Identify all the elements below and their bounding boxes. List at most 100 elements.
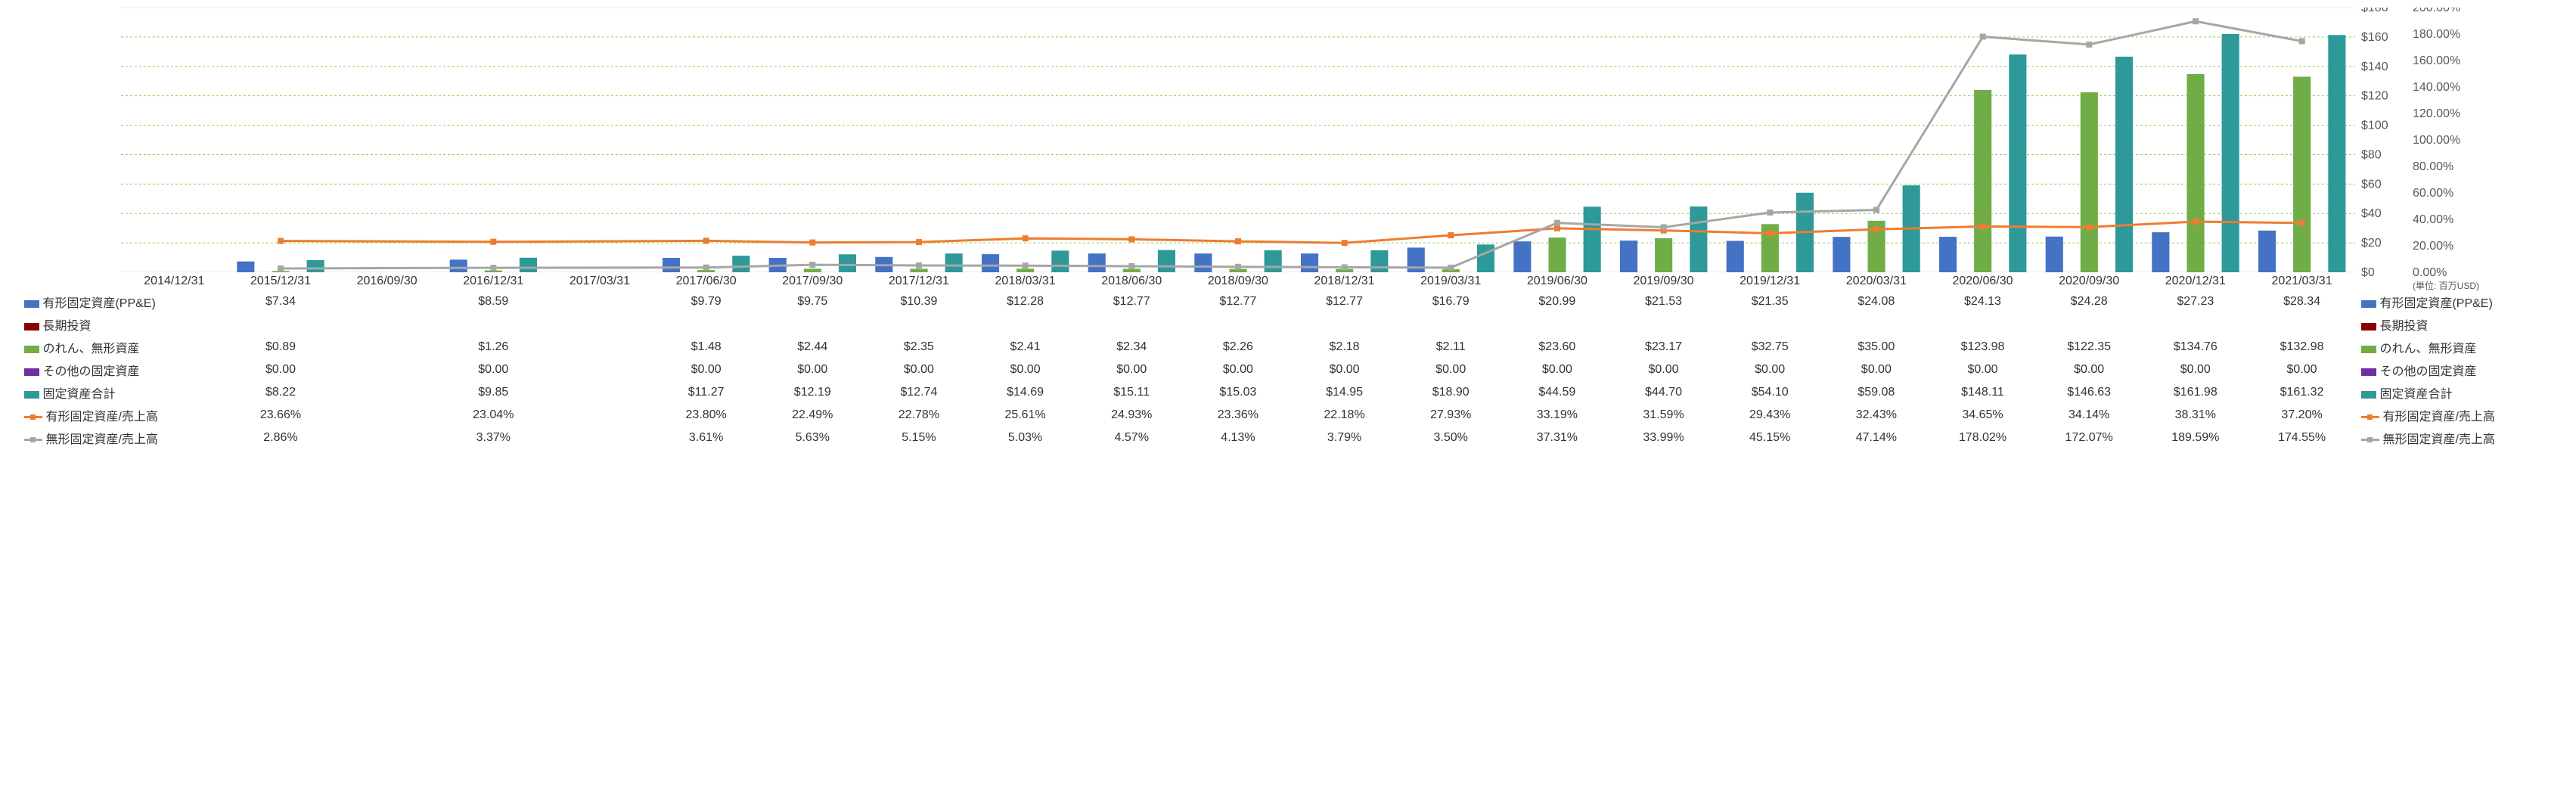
bar-ppe <box>2152 232 2169 272</box>
data-cell <box>121 381 228 404</box>
bar-ppe <box>2258 231 2276 272</box>
table-row-other: その他の固定資産$0.00$0.00$0.00$0.00$0.00$0.00$0… <box>0 358 2576 381</box>
data-cell: $11.27 <box>653 381 759 404</box>
bar-goodwill <box>2081 92 2098 272</box>
data-cell <box>334 336 440 358</box>
data-cell: $7.34 <box>228 290 334 313</box>
bar-ppe <box>450 259 467 272</box>
data-cell: $12.77 <box>1079 290 1185 313</box>
bar-total <box>2222 34 2239 272</box>
data-cell: 22.78% <box>866 404 973 427</box>
period-header: 2014/12/31 <box>121 272 228 290</box>
data-cell <box>1079 313 1185 336</box>
data-cell: 27.93% <box>1398 404 1504 427</box>
data-cell <box>334 290 440 313</box>
row-label: のれん、無形資産 <box>0 336 121 358</box>
data-cell: $24.28 <box>2036 290 2143 313</box>
data-cell <box>653 313 759 336</box>
y2-tick-label: 80.00% <box>2413 160 2453 173</box>
data-cell: $44.59 <box>1504 381 1611 404</box>
marker-ratio1 <box>1555 225 1560 231</box>
bar-ppe <box>1727 241 1744 273</box>
bar-total <box>520 258 537 272</box>
data-cell: 189.59% <box>2142 427 2249 449</box>
data-cell: 45.15% <box>1717 427 1823 449</box>
data-cell <box>1717 313 1823 336</box>
data-cell: $122.35 <box>2036 336 2143 358</box>
marker-ratio1 <box>1768 231 1773 236</box>
data-cell: 32.43% <box>1823 404 1930 427</box>
bar-total <box>732 256 750 272</box>
data-cell: $0.00 <box>1398 358 1504 381</box>
table-row-longterm: 長期投資 長期投資 <box>0 313 2576 336</box>
data-cell <box>1504 313 1611 336</box>
line-ratio2 <box>281 21 2302 268</box>
data-cell: $24.13 <box>1929 290 2036 313</box>
series-label: その他の固定資産 <box>42 365 139 378</box>
marker-ratio1 <box>1980 224 1985 229</box>
y2-tick-label: 140.00% <box>2413 81 2460 94</box>
legend-cell: 有形固定資産/売上高 <box>2355 404 2576 427</box>
data-cell: 23.36% <box>1185 404 1292 427</box>
bar-total <box>839 254 856 272</box>
data-cell <box>547 313 653 336</box>
data-cell: $28.34 <box>2249 290 2355 313</box>
data-cell: $2.18 <box>1291 336 1398 358</box>
y2-tick-label: 160.00% <box>2413 54 2460 67</box>
data-cell: $10.39 <box>866 290 973 313</box>
data-cell: $12.77 <box>1291 290 1398 313</box>
data-cell: $0.00 <box>1610 358 1717 381</box>
row-label: 固定資産合計 <box>0 381 121 404</box>
period-header: 2015/12/31 <box>228 272 334 290</box>
bar-ppe <box>1620 241 1637 272</box>
y2-tick-label: 40.00% <box>2413 213 2453 226</box>
data-cell <box>334 313 440 336</box>
period-header: 2019/03/31 <box>1398 272 1504 290</box>
period-header: 2018/12/31 <box>1291 272 1398 290</box>
table-row-ratio1: 有形固定資産/売上高23.66%23.04%23.80%22.49%22.78%… <box>0 404 2576 427</box>
bar-ppe <box>2046 237 2063 272</box>
period-header: 2017/09/30 <box>759 272 866 290</box>
data-cell <box>334 381 440 404</box>
y2-tick-label: 200.00% <box>2413 8 2460 14</box>
period-header: 2020/12/31 <box>2142 272 2249 290</box>
y1-tick-label: $120 <box>2361 90 2388 103</box>
data-cell: $0.00 <box>228 358 334 381</box>
data-cell: 4.13% <box>1185 427 1292 449</box>
marker-ratio2 <box>1448 265 1454 270</box>
bar-total <box>2115 57 2133 272</box>
marker-ratio2 <box>278 266 284 272</box>
marker-ratio1 <box>1129 237 1134 242</box>
period-header: 2018/03/31 <box>972 272 1079 290</box>
data-cell: $44.70 <box>1610 381 1717 404</box>
data-cell: $23.60 <box>1504 336 1611 358</box>
bar-ppe <box>663 258 680 272</box>
data-cell: $21.35 <box>1717 290 1823 313</box>
data-cell <box>547 358 653 381</box>
data-cell: $9.85 <box>440 381 547 404</box>
marker-ratio2 <box>1023 263 1028 268</box>
data-cell: 3.61% <box>653 427 759 449</box>
bar-total <box>1265 250 1282 272</box>
y2-tick-label: 120.00% <box>2413 107 2460 120</box>
row-label: 長期投資 <box>0 313 121 336</box>
data-cell <box>1610 313 1717 336</box>
data-cell: $0.00 <box>1291 358 1398 381</box>
marker-ratio1 <box>917 240 922 245</box>
data-cell: 34.14% <box>2036 404 2143 427</box>
data-cell: $2.11 <box>1398 336 1504 358</box>
data-cell: 3.50% <box>1398 427 1504 449</box>
legend-cell: 無形固定資産/売上高 <box>2355 427 2576 449</box>
bar-total <box>945 253 963 272</box>
data-cell: $148.11 <box>1929 381 2036 404</box>
period-header: 2020/06/30 <box>1929 272 2036 290</box>
series-label: 無形固定資産/売上高 <box>45 433 157 446</box>
data-cell: $0.00 <box>1929 358 2036 381</box>
data-cell: 3.37% <box>440 427 547 449</box>
data-cell: 37.31% <box>1504 427 1611 449</box>
data-cell <box>2249 313 2355 336</box>
bar-total <box>1370 250 1388 272</box>
data-cell: 34.65% <box>1929 404 2036 427</box>
period-header: 2017/03/31 <box>547 272 653 290</box>
marker-ratio1 <box>1874 227 1879 232</box>
